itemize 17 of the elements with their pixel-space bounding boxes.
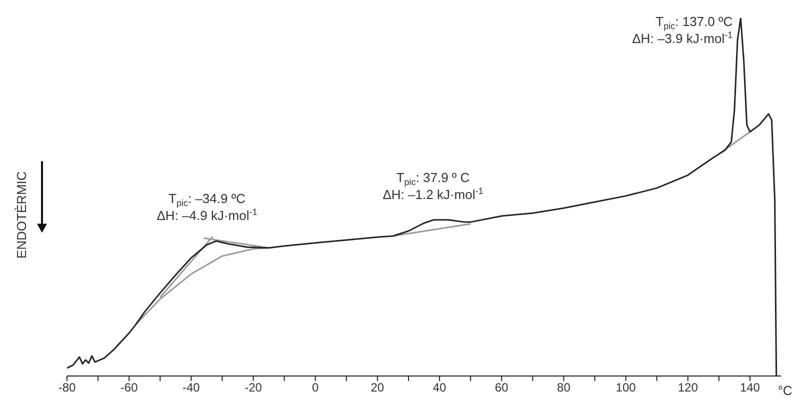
- x-tick-label: -20: [244, 380, 262, 395]
- x-tick-label: 60: [494, 380, 509, 395]
- y-axis-title: ENDOTÈRMIC: [14, 171, 29, 259]
- annotation: T$_{pic}$: –34.9 ºC ΔH: –4.9 kJ·mol$^{-1}$: [156, 191, 258, 224]
- x-tick-label: 0: [312, 380, 320, 395]
- x-tick-label: 80: [557, 380, 571, 395]
- x-tick-label: -40: [182, 380, 200, 395]
- x-tick-label: 20: [370, 380, 384, 395]
- x-tick-label: -60: [120, 380, 138, 395]
- x-tick-label: 120: [678, 380, 698, 395]
- x-tick-label: 140: [740, 380, 760, 395]
- x-tick-label: 100: [616, 380, 636, 395]
- annotation: T$_{pic}$: 137.0 ºC ΔH: –3.9 kJ·mol$^{-1}$: [632, 14, 733, 46]
- x-axis-title: °C: [778, 383, 792, 398]
- x-tick-label: 40: [432, 380, 447, 395]
- annotation: T$_{pic}$: 37.9 º C ΔH: –1.2 kJ·mol$^{-1}$: [382, 170, 484, 202]
- x-tick-label: -80: [58, 380, 76, 395]
